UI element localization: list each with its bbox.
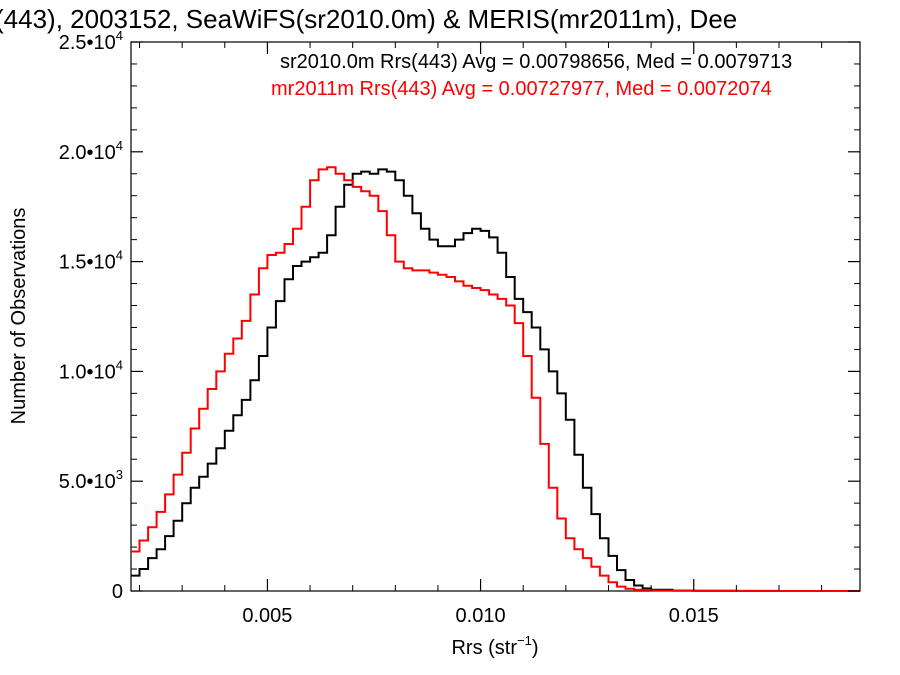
- y-axis-label: Number of Observations: [8, 208, 30, 425]
- y-tick-label: 1.0•104: [59, 357, 123, 383]
- series-layer: [131, 166, 860, 592]
- y-tick-label: 0: [112, 581, 123, 603]
- legend-annotation-red: mr2011m Rrs(443) Avg = 0.00727977, Med =…: [271, 78, 772, 100]
- y-tick-label: 2.0•104: [59, 138, 123, 164]
- y-tick-label: 5.0•103: [59, 467, 123, 493]
- x-tick-label: 0.015: [669, 605, 719, 627]
- chart-title: s(443), 2003152, SeaWiFS(sr2010.0m) & ME…: [0, 4, 737, 34]
- series-line-red: [131, 166, 860, 592]
- legend-annotation-black: sr2010.0m Rrs(443) Avg = 0.00798656, Med…: [280, 51, 792, 73]
- x-tick-label: 0.005: [242, 605, 292, 627]
- plot-area: 0.005 0.010 0.015 0 5.0•103 1.0•104 1.5•104 2.0…: [59, 28, 861, 627]
- x-tick-label: 0.010: [456, 605, 506, 627]
- x-axis-label: Rrs (str−1): [451, 633, 538, 659]
- series-line-black: [131, 168, 860, 592]
- tick-layer: 0.005 0.010 0.015 0 5.0•103 1.0•104 1.5•104 2.0…: [59, 28, 860, 627]
- plot-frame: [130, 41, 861, 592]
- y-tick-label: 2.5•104: [59, 28, 123, 54]
- y-tick-label: 1.5•104: [59, 248, 123, 274]
